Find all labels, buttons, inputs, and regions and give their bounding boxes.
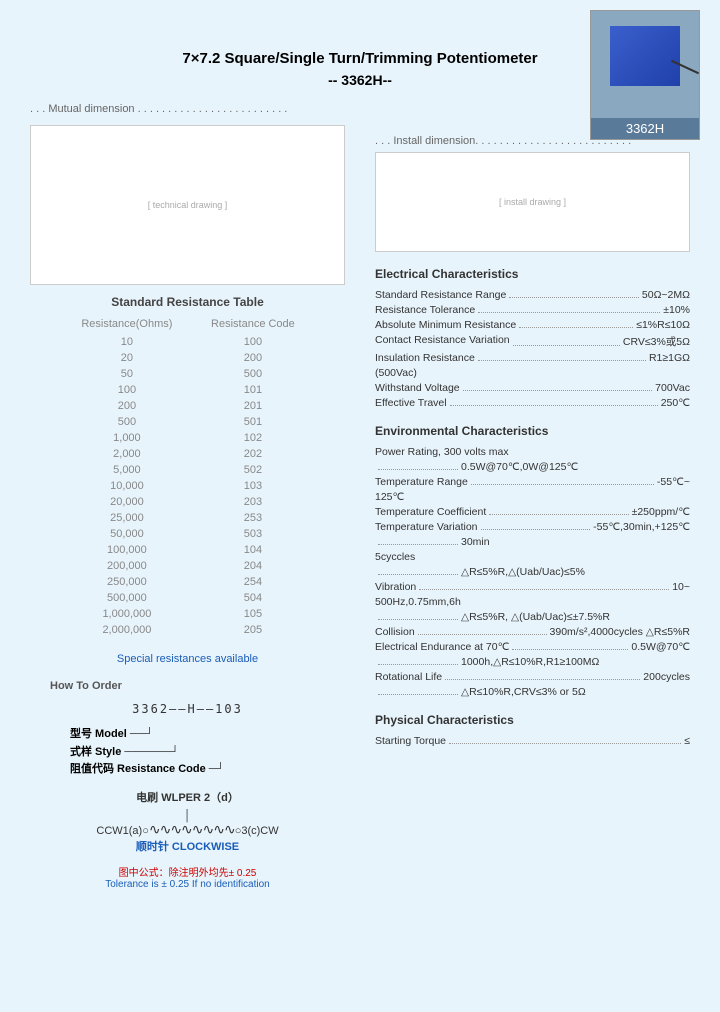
- spec-row: △R≤5%R, △(Uab/Uac)≤±7.5%R: [375, 611, 690, 623]
- resistance-table: Resistance(Ohms) Resistance Code 1010020…: [62, 314, 314, 638]
- table-row: 1,000,000105: [62, 606, 314, 622]
- spec-row: Power Rating, 300 volts max: [375, 446, 690, 458]
- spec-row: 5cyccles: [375, 551, 690, 563]
- table-row: 100,000104: [62, 542, 314, 558]
- schematic-diagram: 电刷 WLPER 2（d） │ CCW1(a)○∿∿∿∿∿∿∿∿○3(c)CW …: [30, 789, 345, 854]
- col-code: Resistance Code: [192, 314, 313, 334]
- spec-row: Temperature Range-55℃~: [375, 476, 690, 488]
- spec-row: Contact Resistance VariationCRV≤3%或5Ω: [375, 334, 690, 349]
- mutual-dimension-diagram: [ technical drawing ]: [30, 125, 345, 285]
- table-row: 50,000503: [62, 526, 314, 542]
- spec-row: Rotational Life200cycles: [375, 671, 690, 683]
- spec-row: △R≤10%R,CRV≤3% or 5Ω: [375, 686, 690, 698]
- spec-row: △R≤5%R,△(Uab/Uac)≤5%: [375, 566, 690, 578]
- physical-heading: Physical Characteristics: [375, 713, 690, 727]
- table-row: 200201: [62, 398, 314, 414]
- table-row: 2,000,000205: [62, 622, 314, 638]
- spec-row: Withstand Voltage700Vac: [375, 382, 690, 394]
- table-row: 10100: [62, 334, 314, 350]
- table-row: 20,000203: [62, 494, 314, 510]
- spec-row: Collision390m/s²,4000cycles △R≤5%R: [375, 626, 690, 638]
- spec-row: Standard Resistance Range50Ω~2MΩ: [375, 289, 690, 301]
- environmental-heading: Environmental Characteristics: [375, 424, 690, 438]
- spec-row: Electrical Endurance at 70℃0.5W@70℃: [375, 641, 690, 653]
- table-row: 5,000502: [62, 462, 314, 478]
- order-labels: 型号 Model ──┘ 式样 Style ──────┘ 阻值代码 Resis…: [70, 726, 345, 779]
- product-badge: 3362H: [591, 118, 699, 139]
- spec-row: 1000h,△R≤10%R,R1≥100MΩ: [375, 656, 690, 668]
- product-image: 3362H: [590, 10, 700, 140]
- tolerance-note: 图中公式：除注明外均先± 0.25 Tolerance is ± 0.25 If…: [30, 864, 345, 890]
- resist-table-heading: Standard Resistance Table: [30, 295, 345, 309]
- table-row: 500,000504: [62, 590, 314, 606]
- special-resistances: Special resistances available: [30, 653, 345, 665]
- spec-row: Resistance Tolerance±10%: [375, 304, 690, 316]
- col-ohms: Resistance(Ohms): [62, 314, 193, 334]
- spec-row: 30min: [375, 536, 690, 548]
- spec-row: (500Vac): [375, 367, 690, 379]
- table-row: 250,000254: [62, 574, 314, 590]
- spec-row: Insulation ResistanceR1≥1GΩ: [375, 352, 690, 364]
- spec-row: 125℃: [375, 491, 690, 503]
- spec-row: Effective Travel250℃: [375, 397, 690, 409]
- table-row: 10,000103: [62, 478, 314, 494]
- spec-row: Starting Torque≤: [375, 735, 690, 747]
- table-row: 20200: [62, 350, 314, 366]
- install-dimension-diagram: [ install drawing ]: [375, 152, 690, 252]
- spec-row: Vibration10~: [375, 581, 690, 593]
- spec-row: Temperature Coefficient±250ppm/℃: [375, 506, 690, 518]
- table-row: 500501: [62, 414, 314, 430]
- spec-row: Temperature Variation-55℃,30min,+125℃: [375, 521, 690, 533]
- table-row: 50500: [62, 366, 314, 382]
- spec-row: 500Hz,0.75mm,6h: [375, 596, 690, 608]
- how-to-order-heading: How To Order: [50, 680, 345, 692]
- table-row: 25,000253: [62, 510, 314, 526]
- spec-row: Absolute Minimum Resistance≤1%R≤10Ω: [375, 319, 690, 331]
- spec-row: 0.5W@70℃,0W@125℃: [375, 461, 690, 473]
- table-row: 1,000102: [62, 430, 314, 446]
- table-row: 100101: [62, 382, 314, 398]
- electrical-heading: Electrical Characteristics: [375, 267, 690, 281]
- table-row: 200,000204: [62, 558, 314, 574]
- table-row: 2,000202: [62, 446, 314, 462]
- order-code-diagram: 3362——H——103: [30, 702, 345, 716]
